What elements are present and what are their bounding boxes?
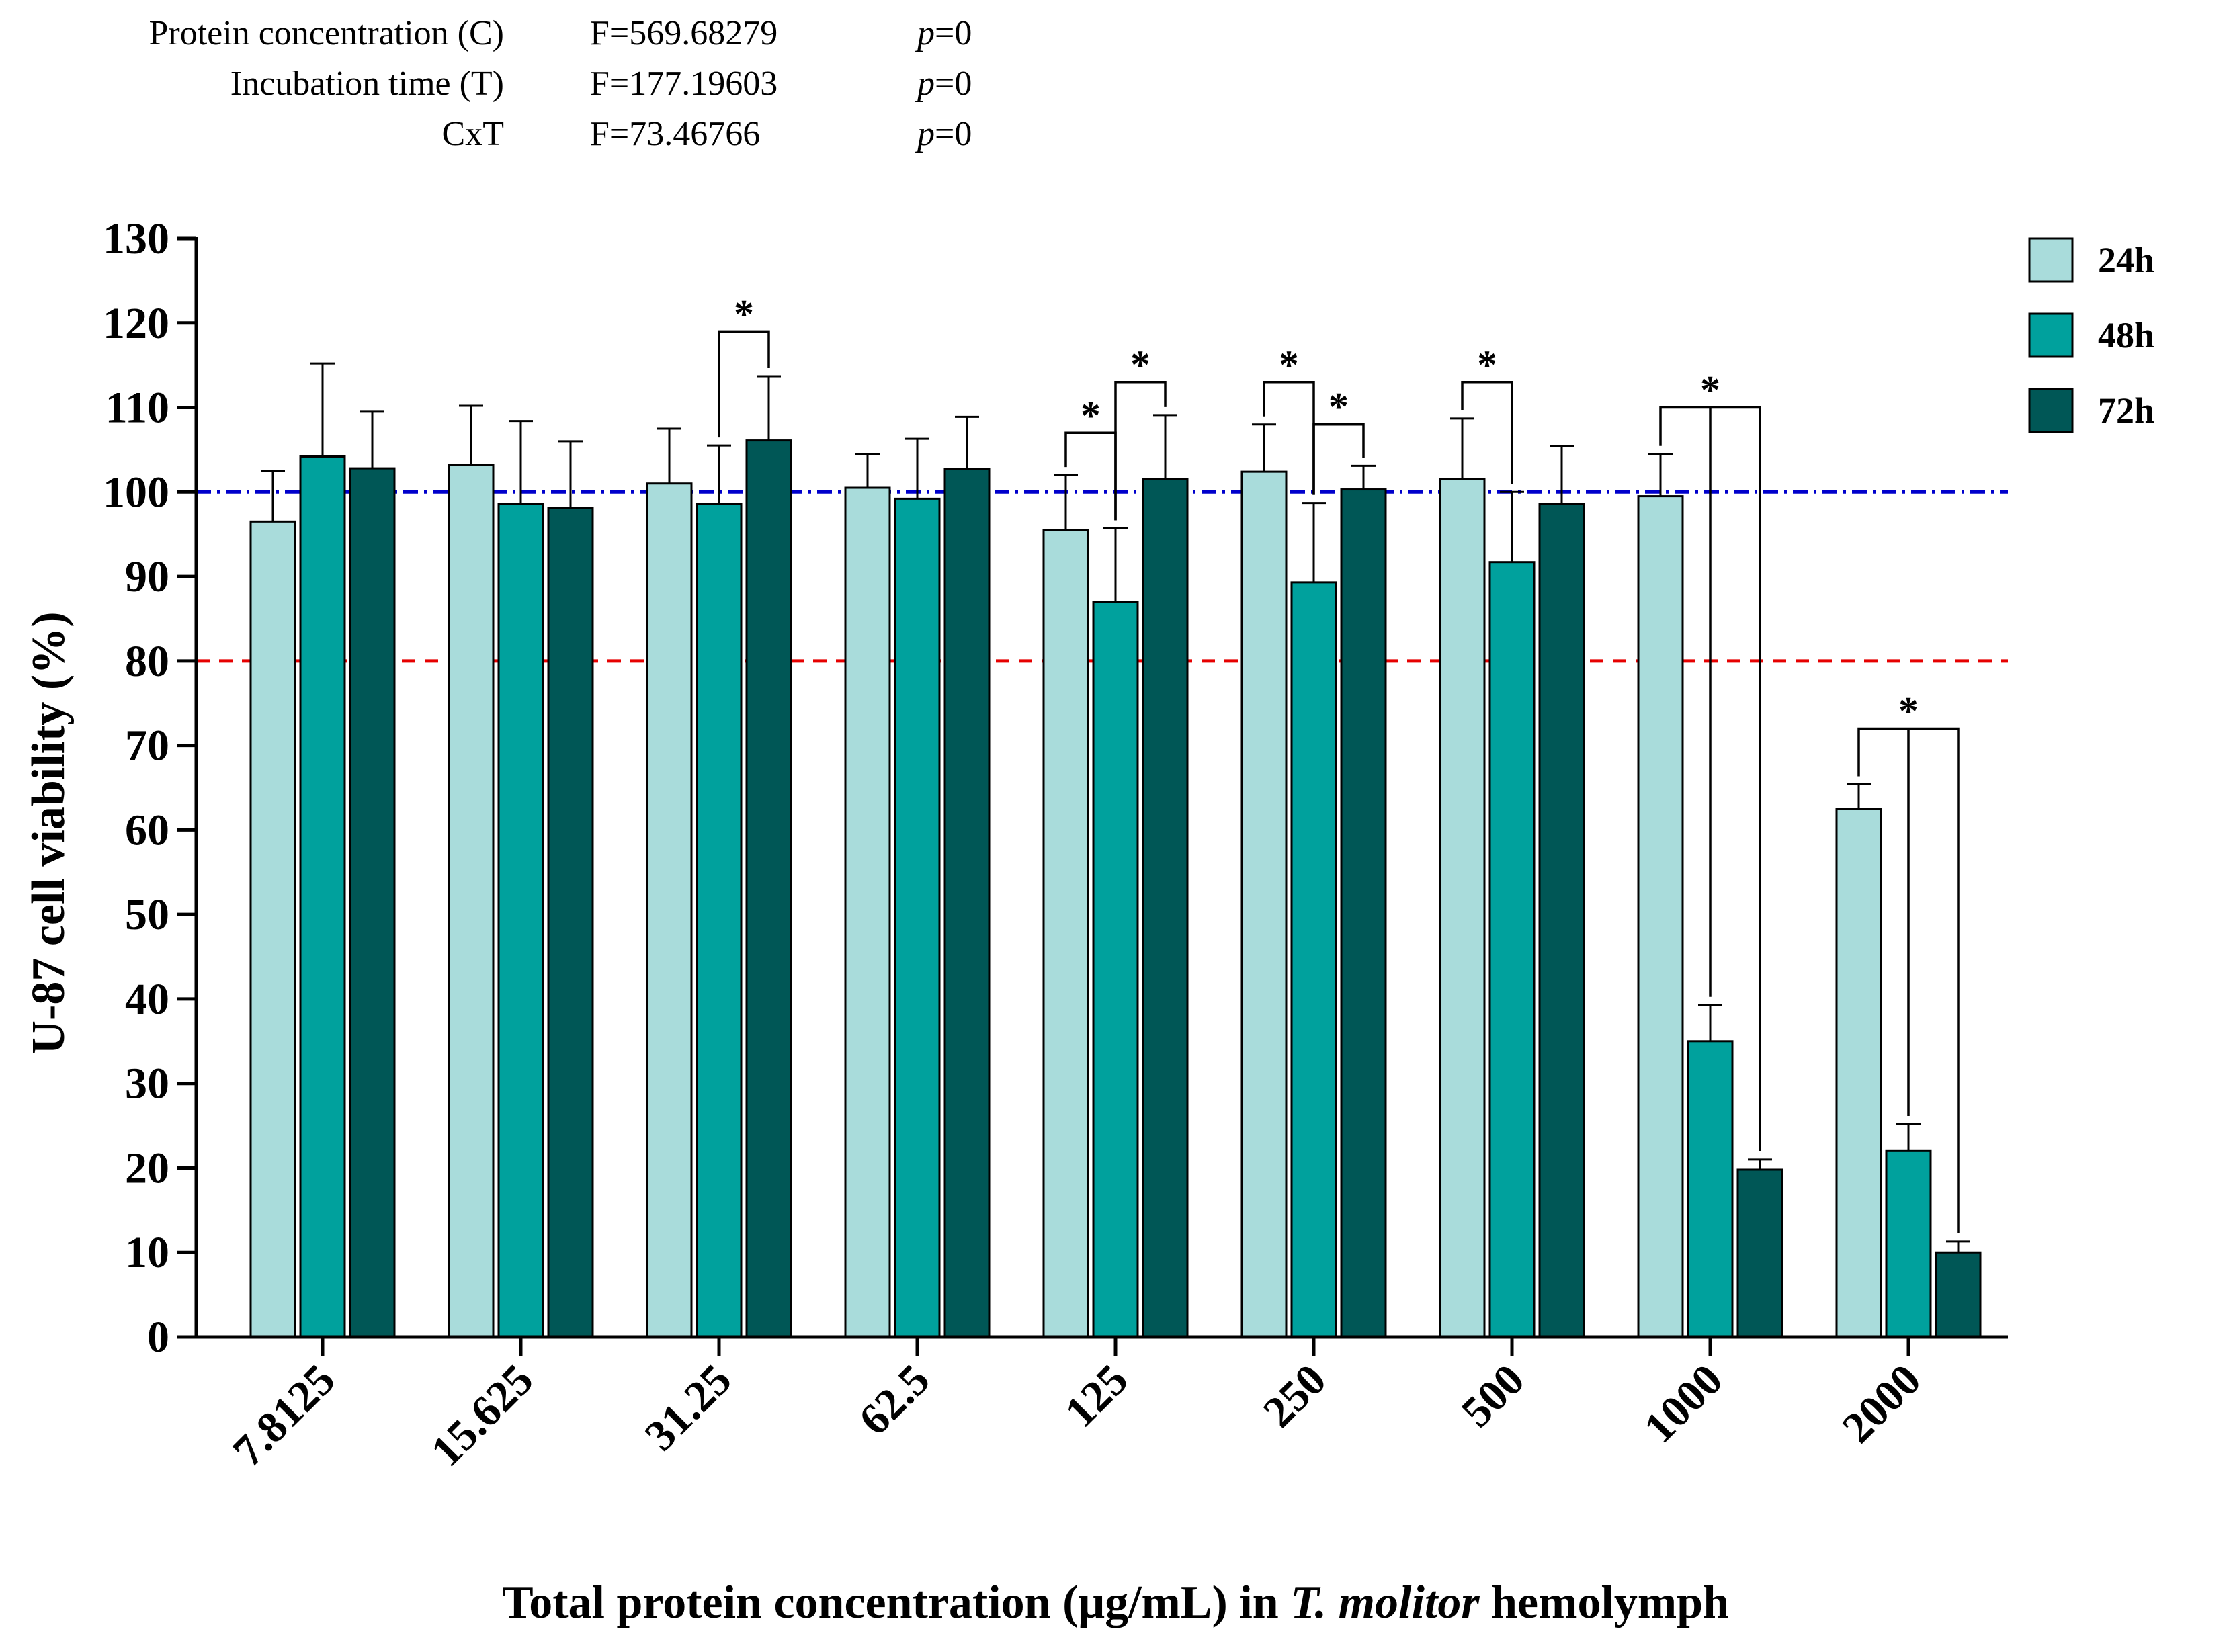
bar-48h-2000 xyxy=(1885,1149,1932,1338)
significance-bracket-125-1 xyxy=(1064,431,1117,521)
x-tick-label-7.8125: 7.8125 xyxy=(224,1355,345,1476)
bar-72h-1000 xyxy=(1736,1168,1783,1338)
bar-48h-250 xyxy=(1290,581,1337,1338)
stat-p-prefix-c: p xyxy=(915,14,935,52)
stat-p-value-cxt: =0 xyxy=(935,115,972,153)
bar-24h-250 xyxy=(1240,470,1288,1338)
stat-label-c: Protein concentration (C) xyxy=(149,14,504,52)
y-tick-label-100: 100 xyxy=(103,468,169,517)
bar-72h-15.625 xyxy=(547,507,594,1338)
bar-72h-125 xyxy=(1142,478,1189,1338)
x-tick-label-31.25: 31.25 xyxy=(636,1355,741,1461)
significance-bracket-1000-6 xyxy=(1659,406,1761,1151)
bar-72h-31.25 xyxy=(745,439,792,1338)
significance-star-125-2: * xyxy=(1130,343,1150,387)
y-tick-label-10: 10 xyxy=(125,1228,169,1277)
bar-48h-62.5 xyxy=(894,497,941,1338)
y-tick-label-120: 120 xyxy=(103,299,169,348)
bar-48h-15.625 xyxy=(497,503,544,1338)
significance-star-2000-7: * xyxy=(1898,689,1919,733)
y-tick-label-0: 0 xyxy=(147,1313,169,1362)
bar-48h-500 xyxy=(1488,561,1536,1338)
x-tick-label-2000: 2000 xyxy=(1833,1355,1931,1452)
x-tick-label-500: 500 xyxy=(1452,1355,1534,1437)
bar-72h-7.8125 xyxy=(349,467,396,1338)
y-tick-label-110: 110 xyxy=(106,384,169,433)
significance-star-250-3: * xyxy=(1279,343,1299,387)
stat-f-c: F=569.68279 xyxy=(590,14,777,52)
significance-bracket-500-5 xyxy=(1461,381,1513,484)
bar-24h-31.25 xyxy=(646,482,693,1338)
bar-24h-2000 xyxy=(1835,808,1882,1338)
significance-bracket-2000-7 xyxy=(1857,727,1960,1233)
legend-swatch-72h xyxy=(2028,388,2074,433)
legend-label-48h: 48h xyxy=(2098,315,2154,355)
x-axis-title-after: hemolymph xyxy=(1480,1577,1729,1628)
legend-label-24h: 24h xyxy=(2098,240,2154,280)
legend-swatch-48h xyxy=(2028,312,2074,358)
bar-72h-2000 xyxy=(1935,1251,1982,1338)
legend: 24h 48h 72h xyxy=(2028,237,2154,433)
stat-p-value-c: =0 xyxy=(935,14,972,52)
x-tick-label-1000: 1000 xyxy=(1635,1355,1732,1452)
stats-header: Protein concentration (C) F=569.68279 p=… xyxy=(149,14,972,153)
y-tick-label-40: 40 xyxy=(125,975,169,1024)
bar-48h-31.25 xyxy=(696,503,743,1338)
y-tick-label-30: 30 xyxy=(125,1059,169,1108)
y-tick-label-130: 130 xyxy=(103,214,169,263)
bar-48h-7.8125 xyxy=(299,455,346,1338)
y-tick-label-60: 60 xyxy=(125,806,169,855)
significance-star-31.25-0: * xyxy=(734,292,754,336)
x-axis-title: Total protein concentration (μg/mL) in T… xyxy=(502,1577,1729,1628)
significance-bracket-125-2 xyxy=(1114,381,1167,521)
significance-star-125-1: * xyxy=(1081,393,1101,437)
y-tick-label-70: 70 xyxy=(125,722,169,771)
stat-p-c: p=0 xyxy=(915,14,972,52)
stat-p-value-t: =0 xyxy=(935,64,972,103)
bar-24h-500 xyxy=(1439,478,1486,1338)
bar-72h-500 xyxy=(1538,503,1585,1338)
bar-48h-1000 xyxy=(1687,1040,1734,1338)
bar-72h-62.5 xyxy=(943,468,991,1338)
stat-f-t: F=177.19603 xyxy=(590,64,777,103)
significance-bracket-250-4 xyxy=(1312,423,1365,495)
stat-f-cxt: F=73.46766 xyxy=(590,115,760,153)
legend-swatch-24h xyxy=(2028,237,2074,283)
bar-24h-125 xyxy=(1042,529,1089,1338)
x-tick-label-250: 250 xyxy=(1254,1355,1336,1437)
plot-area: * * * * * * * * 0 10 20 30 40 50 60 70 80 90 100 110 120 130 7… xyxy=(103,214,2008,1476)
x-axis-title-italic: T. molitor xyxy=(1290,1577,1480,1628)
y-tick-label-50: 50 xyxy=(125,890,169,939)
y-tick-label-20: 20 xyxy=(125,1143,169,1192)
bar-24h-7.8125 xyxy=(249,520,296,1338)
bar-24h-15.625 xyxy=(448,464,495,1338)
stat-p-t: p=0 xyxy=(915,64,972,103)
stat-p-prefix-cxt: p xyxy=(915,115,935,153)
stat-label-cxt: CxT xyxy=(442,115,504,153)
x-axis-title-before: Total protein concentration (μg/mL) in xyxy=(502,1577,1290,1628)
bar-24h-1000 xyxy=(1637,495,1684,1338)
significance-star-1000-6: * xyxy=(1700,368,1720,412)
y-tick-label-90: 90 xyxy=(125,552,169,601)
stat-p-prefix-t: p xyxy=(915,64,935,103)
bar-72h-250 xyxy=(1340,488,1387,1338)
x-tick-label-62.5: 62.5 xyxy=(849,1355,939,1444)
stat-label-t: Incubation time (T) xyxy=(230,64,504,103)
x-tick-label-15.625: 15.625 xyxy=(422,1355,543,1476)
significance-bracket-31.25-0 xyxy=(718,330,770,438)
bar-48h-125 xyxy=(1092,601,1139,1338)
legend-label-72h: 72h xyxy=(2098,390,2154,431)
y-axis-title: U-87 cell viability (%) xyxy=(23,611,75,1054)
stat-p-cxt: p=0 xyxy=(915,115,972,153)
bar-24h-62.5 xyxy=(844,486,891,1338)
significance-star-250-4: * xyxy=(1329,385,1349,429)
x-tick-label-125: 125 xyxy=(1056,1355,1138,1437)
significance-star-500-5: * xyxy=(1477,343,1497,387)
y-tick-label-80: 80 xyxy=(125,637,169,686)
